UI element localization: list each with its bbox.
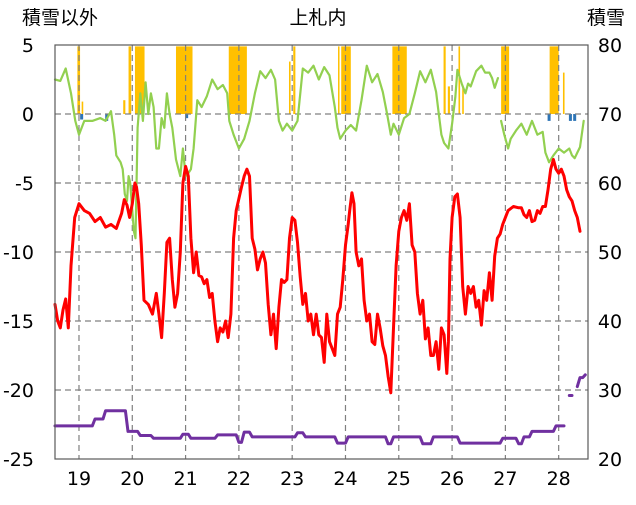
- right-tick-label-3: 50: [598, 242, 622, 264]
- series-2-segment-0: [53, 409, 566, 446]
- right-tick-label-5: 30: [598, 380, 622, 402]
- precip-bar-14: [458, 46, 461, 114]
- blue-mark-4: [568, 114, 572, 121]
- gridlines: [55, 45, 588, 459]
- right-tick-label-0: 80: [598, 35, 622, 57]
- x-tick-label-7: 26: [440, 468, 464, 490]
- left-tick-label-2: -5: [15, 173, 34, 195]
- series-1-segment-0: [53, 158, 582, 395]
- blue-mark-5: [573, 114, 577, 121]
- right-tick-label-1: 70: [598, 104, 622, 126]
- chart-title: 上札内: [289, 7, 346, 29]
- precip-bar-18: [562, 72, 565, 114]
- series-lines: [53, 64, 587, 446]
- left-tick-label-5: -20: [3, 380, 34, 402]
- precip-bar-6: [228, 46, 247, 114]
- left-tick-label-4: -15: [3, 311, 34, 333]
- left-tick-label-3: -10: [3, 242, 34, 264]
- precip-bar-3: [128, 46, 132, 114]
- right-tick-label-6: 20: [598, 449, 622, 471]
- x-tick-label-2: 21: [173, 468, 197, 490]
- precip-bar-9: [338, 46, 340, 114]
- x-tick-label-5: 24: [333, 468, 357, 490]
- precip-bar-11: [392, 46, 407, 114]
- precip-bar-4: [134, 46, 145, 114]
- precip-bar-5: [175, 46, 193, 114]
- precip-bar-2: [123, 100, 126, 114]
- left-tick-label-0: 5: [22, 35, 34, 57]
- blue-mark-0: [80, 114, 84, 120]
- x-tick-label-6: 25: [387, 468, 411, 490]
- x-tick-label-1: 20: [120, 468, 144, 490]
- precip-bar-7: [288, 61, 291, 114]
- x-tick-label-3: 22: [227, 468, 251, 490]
- precip-bar-15: [462, 86, 464, 114]
- precip-bar-1: [81, 101, 84, 114]
- precip-bar-17: [549, 46, 559, 114]
- x-tick-label-8: 27: [493, 468, 517, 490]
- x-tick-label-4: 23: [280, 468, 304, 490]
- precip-bar-12: [443, 46, 446, 114]
- left-tick-label-6: -25: [3, 449, 34, 471]
- left-axis-label: 積雪以外: [22, 7, 98, 29]
- precip-bar-8: [293, 46, 296, 114]
- series-2-segment-2: [575, 373, 587, 389]
- blue-mark-2: [185, 114, 189, 119]
- left-tick-label-1: 0: [22, 104, 34, 126]
- plot-border: [54, 44, 589, 460]
- precip-bar-13: [447, 86, 450, 114]
- x-tick-label-9: 28: [547, 468, 571, 490]
- right-tick-label-2: 60: [598, 173, 622, 195]
- right-tick-label-4: 40: [598, 311, 622, 333]
- series-0-segment-1: [500, 119, 585, 164]
- blue-mark-3: [547, 114, 551, 121]
- right-axis-label: 積雪: [587, 7, 625, 29]
- series-0-segment-0: [53, 64, 499, 240]
- plot-frame: [54, 44, 589, 460]
- x-tick-label-0: 19: [67, 468, 91, 490]
